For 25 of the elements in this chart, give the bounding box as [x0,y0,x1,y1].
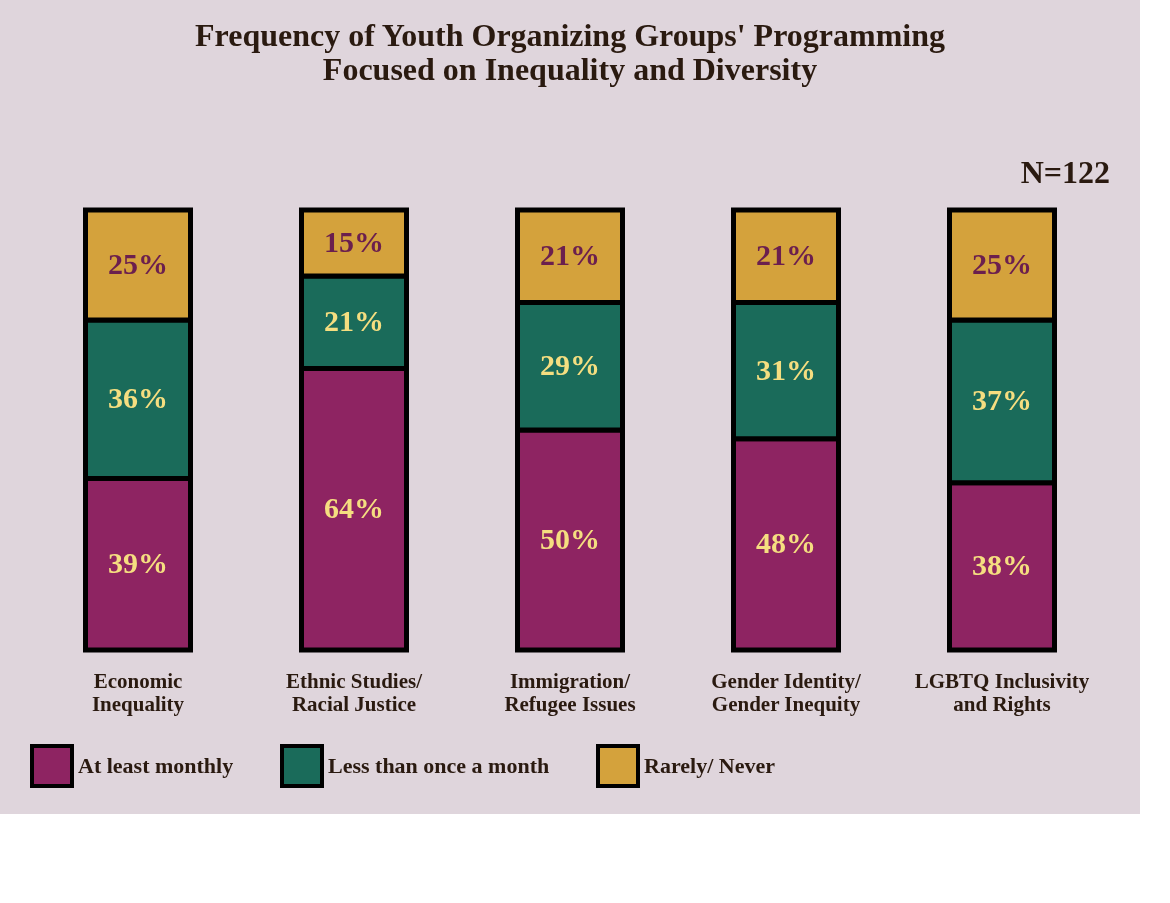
text: N=122 [1020,154,1110,190]
x-tick-label: Economic Inequality [91,668,185,716]
data-label: 21% [324,304,384,338]
data-label: 50% [540,522,600,555]
x-tick-label: Gender Identity/ Gender Inequity [711,668,862,716]
data-label: 64% [324,491,384,525]
legend-label: Less than once a month [328,753,550,778]
data-label: 15% [324,225,384,258]
data-label: 21% [540,238,600,272]
x-tick-label: LGBTQ Inclusivity and Rights [914,668,1090,716]
data-label: 48% [756,526,816,560]
chart-title: Frequency of Youth Organizing Groups' Programming Focused on Inequality and Diversity [195,17,945,87]
legend-label: Rarely/ Never [644,753,776,778]
data-label: 39% [108,546,168,580]
x-tick-label: Ethnic Studies/ Racial Justice [286,668,424,716]
data-label: 29% [540,348,600,382]
data-label: 36% [108,381,168,415]
data-label: 21% [756,238,816,272]
data-label: 25% [108,247,168,280]
data-label: 25% [972,247,1032,280]
data-label: 31% [756,352,816,386]
legend-label: At least monthly [78,753,234,778]
data-label: 38% [972,548,1032,582]
data-label: 37% [972,383,1032,417]
x-tick-label: Immigration/ Refugee Issues [504,668,636,716]
